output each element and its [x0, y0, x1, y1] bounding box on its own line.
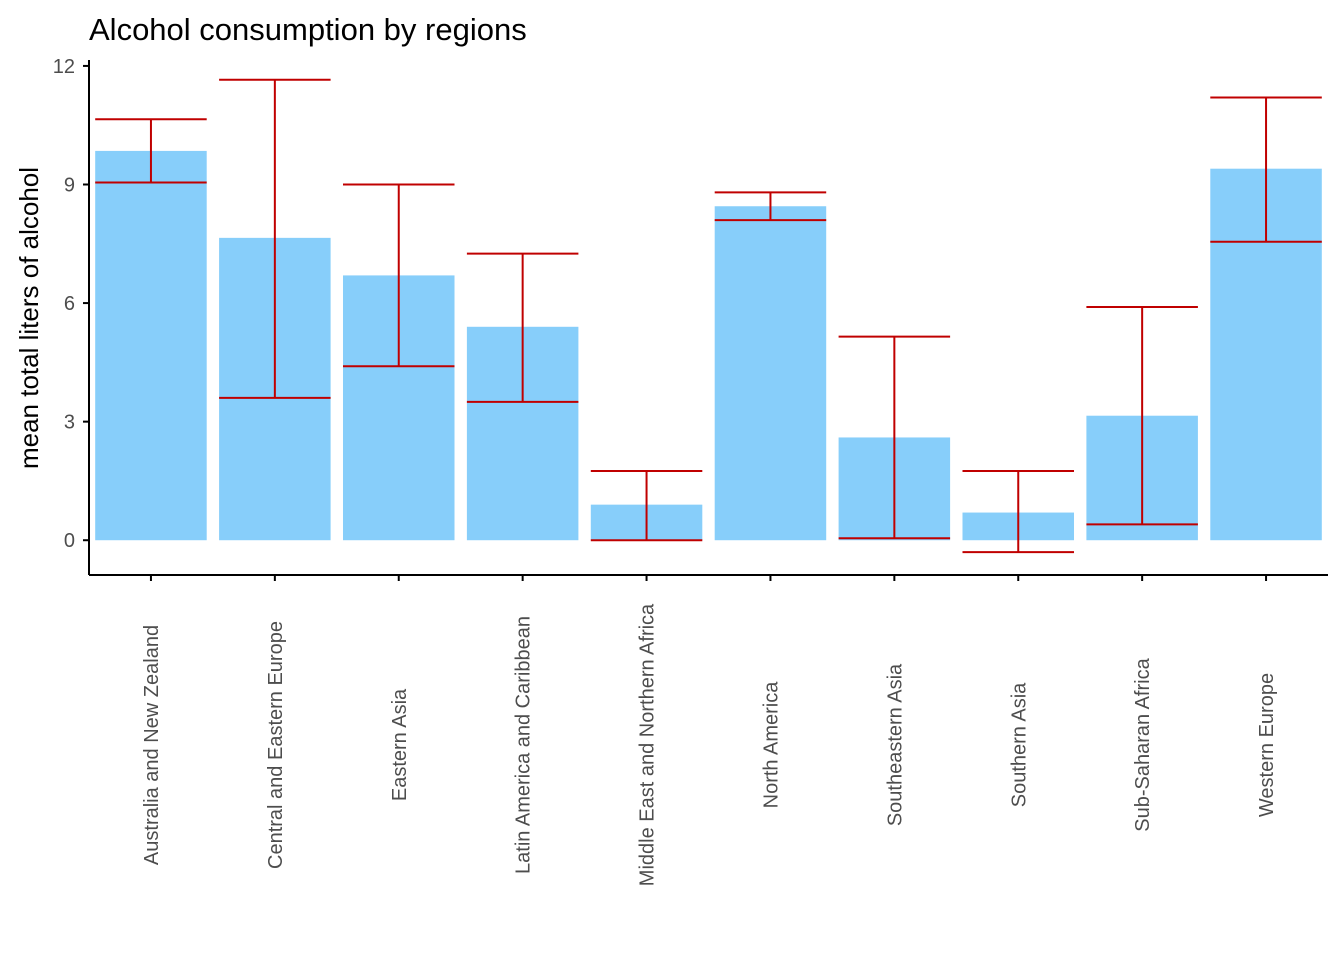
x-tick-label-4: Latin America and Caribbean [513, 616, 535, 874]
y-axis-label: mean total liters of alcohol [14, 167, 44, 469]
x-tick-label-10: Western Europe [1256, 673, 1278, 817]
error-bars-group [95, 78, 1322, 554]
bars-group [95, 150, 1322, 541]
x-ticks-group: Australia and New Zealand Central and Eas… [141, 575, 1278, 886]
x-tick-label-3: Eastern Asia [389, 688, 411, 801]
y-tick-label-3: 3 [64, 412, 75, 434]
x-tick-label-1: Australia and New Zealand [141, 625, 163, 865]
x-tick-label-8: Southern Asia [1008, 682, 1030, 807]
axes-group [88, 60, 1328, 576]
x-tick-label-9: Sub-Saharan Africa [1132, 657, 1154, 831]
chart-title: Alcohol consumption by regions [89, 12, 527, 47]
y-tick-label-9: 9 [64, 175, 75, 197]
y-tick-label-12: 12 [53, 56, 75, 78]
x-tick-label-6: North America [760, 681, 782, 809]
y-tick-label-6: 6 [64, 293, 75, 315]
x-tick-label-5: Middle East and Northern Africa [637, 603, 659, 886]
x-tick-label-7: Southeastern Asia [884, 663, 906, 826]
x-tick-label-2: Central and Eastern Europe [265, 621, 287, 869]
y-ticks-group: 0 3 6 9 12 [53, 56, 89, 552]
y-tick-label-0: 0 [64, 530, 75, 552]
bar-1 [95, 150, 207, 541]
bar-6 [714, 206, 827, 541]
